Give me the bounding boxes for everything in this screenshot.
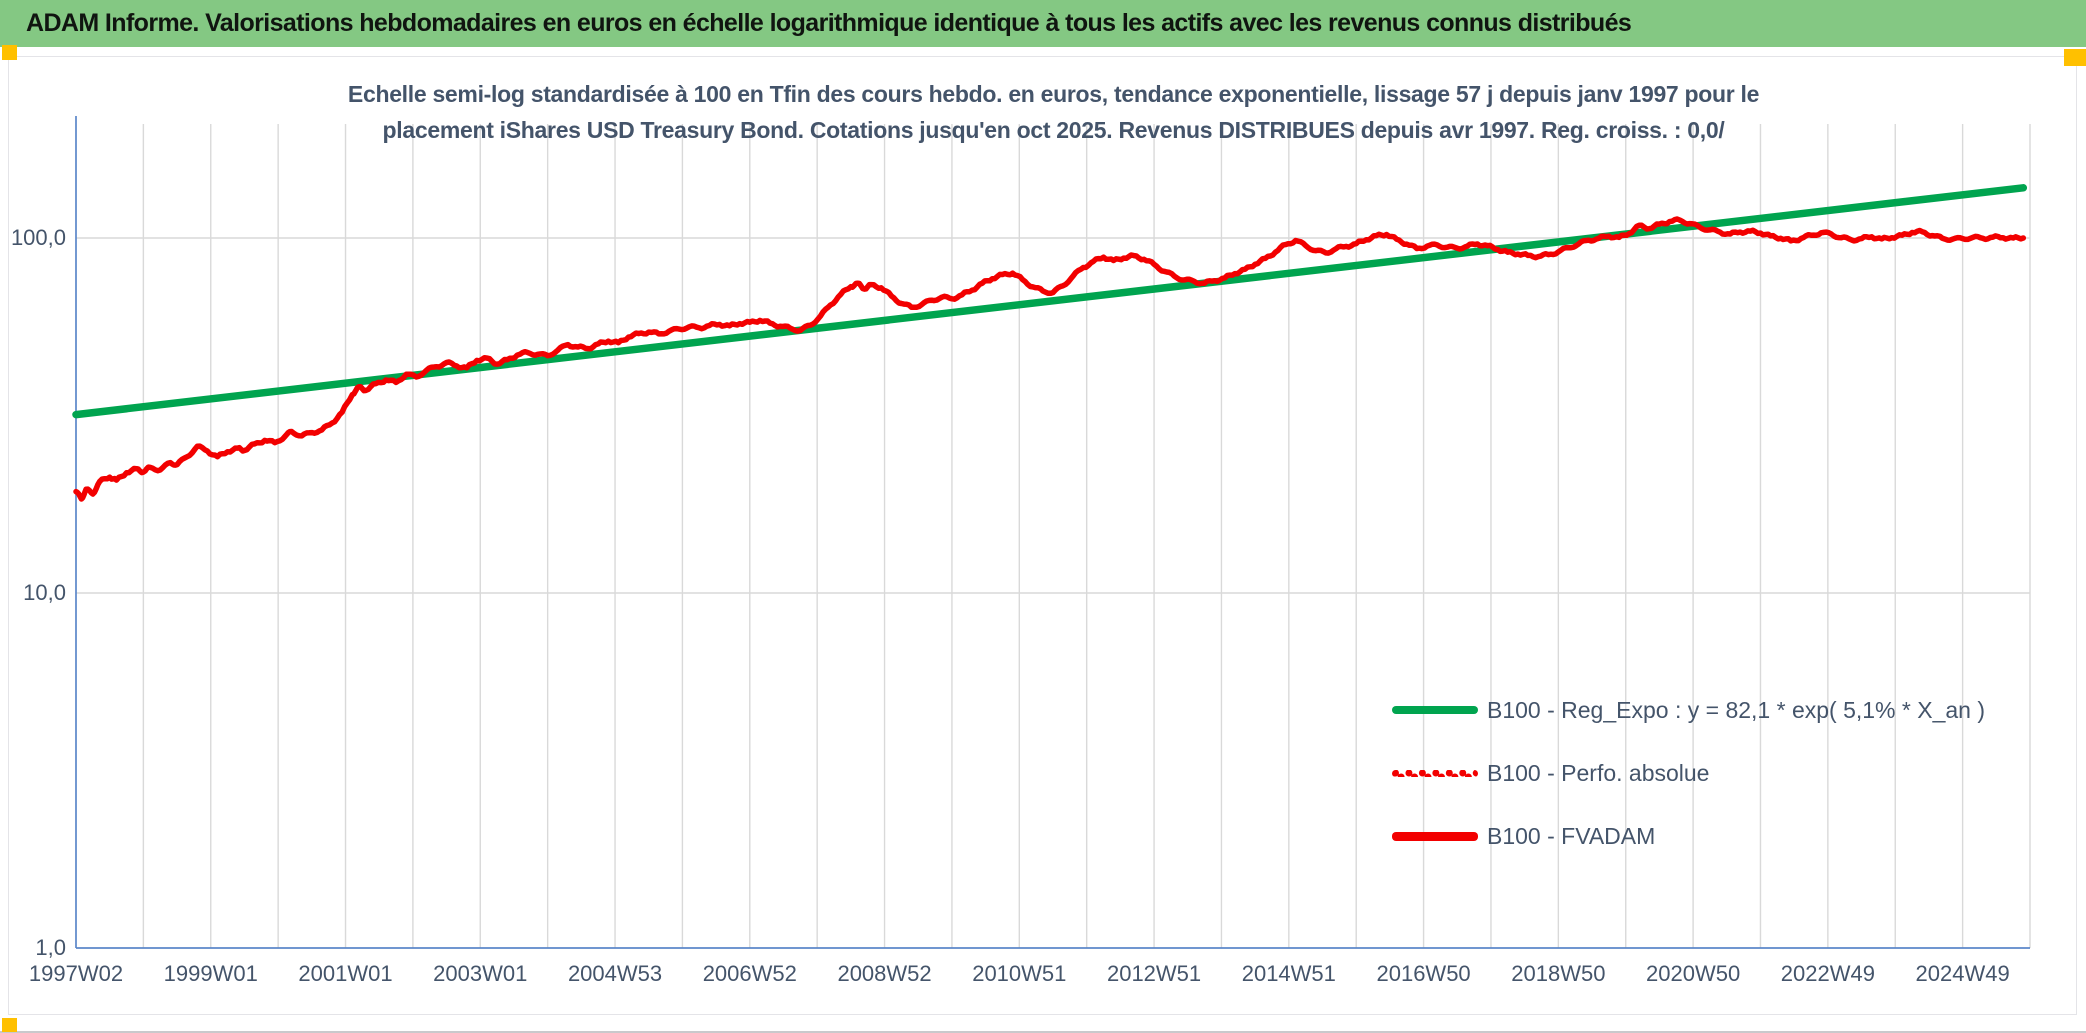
x-axis-label: 2016W50	[1376, 961, 1471, 986]
accent-square-top-right	[2064, 49, 2086, 66]
x-axis-label: 2008W52	[837, 961, 932, 986]
x-axis-label: 2024W49	[1915, 961, 2010, 986]
x-axis-label: 2003W01	[433, 961, 528, 986]
legend-item-fvadam: B100 - FVADAM	[1392, 816, 1985, 856]
legend-swatch-red-dotted-line	[1392, 769, 1478, 777]
x-axis-label: 2022W49	[1780, 961, 1875, 986]
y-axis-label: 1,0	[35, 935, 66, 960]
legend-swatch-green-line	[1392, 706, 1478, 714]
legend-swatch-red-solid-line	[1392, 831, 1478, 841]
legend-item-perfo-absolue: B100 - Perfo. absolue	[1392, 753, 1985, 793]
report-header-bar: ADAM Informe. Valorisations hebdomadaire…	[0, 0, 2086, 47]
y-axis-label: 100,0	[10, 225, 66, 250]
x-axis-label: 2014W51	[1241, 961, 1336, 986]
x-axis-label: 1997W02	[28, 961, 124, 986]
bottom-rule	[0, 1031, 2086, 1033]
x-axis-label: 2010W51	[972, 961, 1067, 986]
report-title: ADAM Informe. Valorisations hebdomadaire…	[26, 9, 1632, 37]
legend: B100 - Reg_Expo : y = 82,1 * exp( 5,1% *…	[1392, 690, 1985, 879]
series-fvadam-line	[73, 216, 2027, 502]
chart-title-line2: placement iShares USD Treasury Bond. Cot…	[382, 117, 1725, 143]
x-axis-label: 2012W51	[1106, 961, 1202, 986]
legend-label-fvadam: B100 - FVADAM	[1487, 822, 1656, 849]
accent-square-bottom-left	[2, 1018, 17, 1032]
x-axis-label: 1999W01	[163, 961, 258, 986]
x-axis-label: 2018W50	[1511, 961, 1606, 986]
chart-title: Echelle semi-log standardisée à 100 en T…	[77, 76, 2030, 148]
series-reg-expo-line	[72, 184, 2028, 419]
x-axis-label: 2020W50	[1646, 961, 1741, 986]
legend-label-perfo-absolue: B100 - Perfo. absolue	[1487, 759, 1710, 786]
x-axis-label: 2004W53	[567, 961, 663, 986]
legend-item-reg-expo: B100 - Reg_Expo : y = 82,1 * exp( 5,1% *…	[1392, 690, 1985, 730]
y-axis-label: 10,0	[23, 580, 66, 605]
legend-label-reg-expo: B100 - Reg_Expo : y = 82,1 * exp( 5,1% *…	[1487, 696, 1985, 723]
x-axis-label: 2001W01	[298, 961, 393, 986]
accent-square-top-left	[2, 45, 17, 60]
x-axis-label: 2006W52	[702, 961, 797, 986]
chart-frame	[8, 56, 2077, 1015]
chart-title-line1: Echelle semi-log standardisée à 100 en T…	[347, 81, 1760, 107]
